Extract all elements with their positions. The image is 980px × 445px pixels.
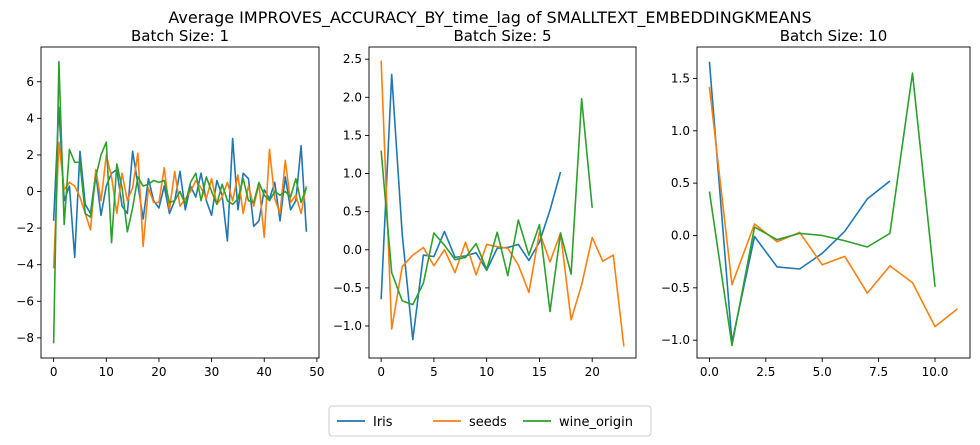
- x-tick-label: 10: [99, 365, 114, 379]
- x-tick-label: 40: [257, 365, 272, 379]
- legend-label: Iris: [373, 415, 393, 430]
- subplot-title: Batch Size: 5: [453, 27, 551, 45]
- y-tick-label: −2: [16, 221, 34, 235]
- x-tick-label: 0: [50, 365, 58, 379]
- x-tick-label: 5.0: [813, 365, 832, 379]
- x-tick-label: 0: [377, 365, 385, 379]
- subplot-1: Batch Size: 1 0 10 20 30 40 50 −8 −6 −4 −2 0 2 4 6: [16, 27, 324, 379]
- x-tick-label: 20: [585, 365, 600, 379]
- y-tick-label: 1.5: [671, 71, 690, 85]
- subplot-2: Batch Size: 5 0 5 10 15 20 −1.0 −0.5 0.0 0.5 1.0 1.…: [333, 27, 637, 379]
- x-tick-label: 30: [204, 365, 219, 379]
- x-tick-label: 10: [479, 365, 494, 379]
- figure-title: Average IMPROVES_ACCURACY_BY_time_lag of…: [168, 8, 811, 28]
- series-line-wine-origin: [52, 60, 308, 344]
- y-tick-label: 4: [26, 111, 34, 125]
- y-tick-label: 2.5: [343, 52, 362, 66]
- x-tick-label: 0.0: [700, 365, 719, 379]
- y-tick-label: 0: [26, 185, 34, 199]
- y-tick-label: −4: [16, 258, 34, 272]
- y-tick-label: −0.5: [333, 281, 362, 295]
- y-tick-label: −0.5: [661, 281, 690, 295]
- y-tick-label: 0.5: [671, 176, 690, 190]
- x-tick-label: 10.0: [922, 365, 949, 379]
- y-tick-label: 1.5: [343, 128, 362, 142]
- series-line-seeds: [52, 141, 308, 269]
- legend-label: seeds: [469, 415, 507, 430]
- subplot-title: Batch Size: 1: [131, 27, 229, 45]
- y-tick-label: 2.0: [343, 90, 362, 104]
- y-tick-label: 0.0: [343, 243, 362, 257]
- y-tick-label: −6: [16, 294, 34, 308]
- series-line-iris: [52, 106, 308, 259]
- series-line-iris: [708, 61, 891, 344]
- x-tick-label: 2.5: [756, 365, 775, 379]
- series-line-iris: [380, 73, 562, 341]
- axes-frame: [40, 46, 320, 359]
- series-line-seeds: [380, 60, 625, 347]
- axes-frame: [368, 46, 637, 359]
- series-line-seeds: [708, 86, 959, 328]
- legend-box: [328, 405, 652, 437]
- legend: Iris seeds wine_origin: [328, 405, 652, 437]
- y-tick-label: 0.5: [343, 205, 362, 219]
- x-tick-label: 20: [151, 365, 166, 379]
- y-tick-label: 6: [26, 75, 34, 89]
- x-tick-label: 50: [309, 365, 324, 379]
- x-tick-label: 7.5: [869, 365, 888, 379]
- y-tick-label: 2: [26, 148, 34, 162]
- y-tick-label: 1.0: [343, 167, 362, 181]
- y-tick-label: 0.0: [671, 228, 690, 242]
- subplot-title: Batch Size: 10: [780, 27, 888, 45]
- y-tick-label: 1.0: [671, 124, 690, 138]
- x-tick-label: 5: [430, 365, 438, 379]
- subplot-3: Batch Size: 10 0.0 2.5 5.0 7.5 10.0 −1.0 −0.5 0.…: [661, 27, 971, 379]
- axes-frame: [696, 46, 971, 359]
- legend-label: wine_origin: [559, 415, 633, 430]
- y-tick-label: −1.0: [333, 319, 362, 333]
- series-line-wine-origin: [708, 72, 936, 347]
- series-line-wine-origin: [380, 98, 593, 313]
- y-tick-label: −1.0: [661, 333, 690, 347]
- x-tick-label: 15: [532, 365, 547, 379]
- subplots: Batch Size: 10 10 20 30 40 50−8−6−4−20246Batc…: [16, 27, 971, 379]
- y-tick-label: −8: [16, 331, 34, 345]
